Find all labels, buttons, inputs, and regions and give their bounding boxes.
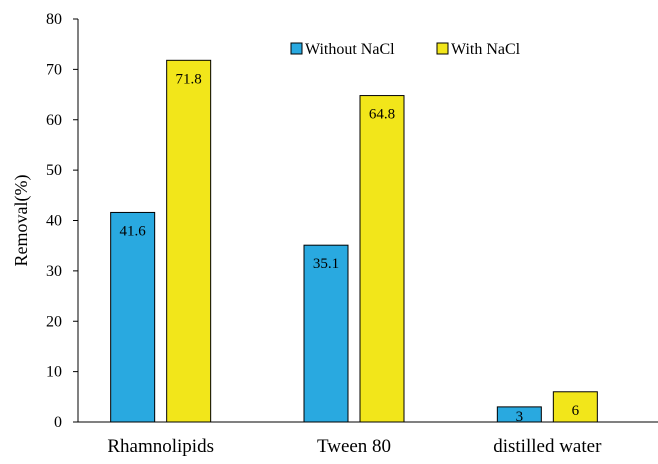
bars: 41.6 71.8 35.1 64.8 3 6 (110, 59, 598, 425)
legend-label: With NaCl (451, 41, 521, 58)
y-ticks: 0 10 20 30 40 50 60 70 80 (46, 11, 78, 431)
bar-without-nacl (303, 244, 349, 423)
data-label: 41.6 (120, 223, 147, 239)
y-tick-label: 60 (46, 112, 62, 129)
legend: Without NaCl With NaCl (290, 41, 521, 58)
y-tick-label: 40 (46, 213, 62, 230)
bar-without-nacl (496, 406, 542, 423)
y-axis-title: Removal(%) (11, 175, 32, 267)
y-tick-label: 0 (54, 414, 62, 431)
x-tick-label: Tween 80 (317, 436, 391, 457)
data-label: 64.8 (369, 107, 395, 123)
y-tick-label: 20 (46, 313, 62, 330)
bar-with-nacl (552, 391, 598, 423)
bar-without-nacl (110, 211, 156, 423)
y-tick-label: 30 (46, 263, 62, 280)
data-label: 35.1 (313, 256, 339, 272)
x-tick-label: Rhamnolipids (107, 436, 214, 457)
data-label: 6 (572, 403, 580, 419)
y-tick-label: 50 (46, 162, 62, 179)
legend-label: Without NaCl (305, 41, 395, 58)
x-tick-label: distilled water (493, 436, 602, 457)
bar-with-nacl (166, 59, 212, 423)
y-tick-label: 10 (46, 364, 62, 381)
legend-swatch (436, 42, 449, 55)
data-label: 71.8 (176, 71, 202, 87)
y-tick-label: 70 (46, 61, 62, 78)
legend-swatch (290, 42, 303, 55)
x-tick-labels: Rhamnolipids Tween 80 distilled water (107, 436, 602, 457)
bar-with-nacl (359, 95, 405, 423)
y-tick-label: 80 (46, 11, 62, 28)
data-label: 3 (516, 409, 524, 425)
